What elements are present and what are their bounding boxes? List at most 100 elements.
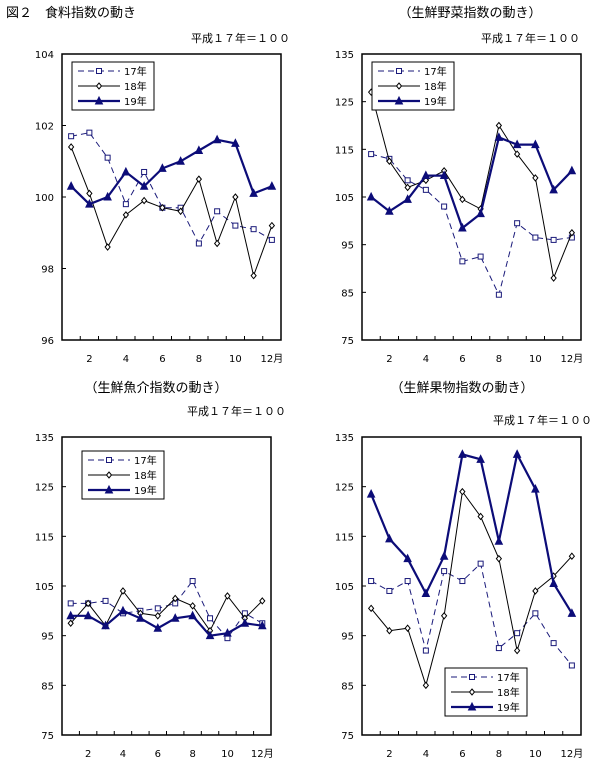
data-point xyxy=(440,612,448,620)
data-point xyxy=(494,536,504,545)
base-note: 平成１７年＝１００ xyxy=(481,31,580,45)
data-point xyxy=(421,588,431,597)
data-point xyxy=(249,188,258,197)
x-tick-label: 12月 xyxy=(251,748,274,760)
data-point xyxy=(177,207,184,216)
data-point xyxy=(495,291,502,298)
x-tick-label: 10 xyxy=(221,749,234,760)
data-point xyxy=(514,630,521,637)
data-point xyxy=(268,236,275,243)
y-tick-label: 95 xyxy=(341,632,354,643)
legend-marker xyxy=(468,688,476,696)
data-point xyxy=(550,236,557,243)
x-tick-label: 6 xyxy=(459,354,465,365)
series-line-17年 xyxy=(370,562,573,666)
data-point xyxy=(189,602,196,610)
data-point xyxy=(386,626,393,635)
x-tick-label: 12月 xyxy=(561,353,584,365)
data-point xyxy=(250,271,257,280)
data-point xyxy=(568,552,576,560)
data-point xyxy=(477,253,484,260)
legend-label: 19年 xyxy=(497,701,520,714)
data-point xyxy=(189,578,196,585)
y-tick-label: 125 xyxy=(35,483,54,494)
y-tick-label: 105 xyxy=(335,193,354,204)
data-point xyxy=(567,608,577,617)
data-point xyxy=(439,551,449,560)
series-line-19年 xyxy=(70,609,263,637)
y-tick-label: 105 xyxy=(335,582,354,593)
data-point xyxy=(118,605,128,615)
data-point xyxy=(224,592,231,600)
data-point xyxy=(422,186,429,193)
data-point xyxy=(141,168,148,175)
data-point xyxy=(67,143,75,151)
y-tick-label: 135 xyxy=(335,50,354,61)
y-tick-label: 96 xyxy=(41,336,54,347)
chart-1: 96 98 100 102 104 2 4 6 8 10 12月 17年 18年 19年 平成１７年＝１００ xyxy=(35,31,290,365)
legend: 17年 18年 19年 xyxy=(444,667,528,717)
data-point xyxy=(476,454,485,463)
legend-marker xyxy=(395,82,403,90)
legend-label: 18年 xyxy=(124,80,147,93)
data-point xyxy=(512,449,522,458)
data-point xyxy=(495,121,503,130)
y-tick-label: 125 xyxy=(335,98,354,109)
data-point xyxy=(158,163,167,172)
data-point xyxy=(67,600,74,607)
series-line-18年 xyxy=(70,590,263,632)
y-tick-label: 85 xyxy=(41,681,54,692)
data-point xyxy=(513,150,521,158)
legend-label: 19年 xyxy=(424,95,447,108)
data-point xyxy=(404,177,411,184)
data-point xyxy=(232,222,239,229)
data-point xyxy=(159,203,166,212)
data-point xyxy=(385,533,394,543)
data-point xyxy=(495,645,502,652)
data-point xyxy=(195,175,203,183)
data-point xyxy=(549,184,558,194)
legend-label: 18年 xyxy=(134,469,157,482)
data-point xyxy=(86,129,93,136)
data-point xyxy=(441,203,448,210)
y-tick-label: 85 xyxy=(341,681,354,692)
data-point xyxy=(84,599,92,608)
data-point xyxy=(441,568,448,575)
y-tick-label: 105 xyxy=(35,582,54,593)
x-tick-label: 6 xyxy=(155,749,161,760)
x-tick-label: 8 xyxy=(496,354,502,365)
data-point xyxy=(68,133,75,140)
data-point xyxy=(422,647,429,654)
y-tick-label: 95 xyxy=(41,632,54,643)
data-point xyxy=(550,640,557,647)
x-tick-label: 10 xyxy=(529,354,542,365)
series-line-18年 xyxy=(70,146,273,278)
data-point xyxy=(153,623,163,632)
data-point xyxy=(122,211,130,219)
data-point xyxy=(568,662,575,669)
data-point xyxy=(119,587,127,595)
legend-label: 19年 xyxy=(134,484,157,497)
data-point xyxy=(66,610,76,620)
x-tick-label: 12月 xyxy=(561,748,584,760)
legend-label: 17年 xyxy=(497,671,520,684)
x-tick-label: 8 xyxy=(196,354,202,365)
legend-label: 18年 xyxy=(497,686,520,699)
x-tick-label: 6 xyxy=(159,354,165,365)
y-tick-label: 115 xyxy=(335,145,354,156)
data-point xyxy=(103,191,112,201)
data-point xyxy=(85,199,94,208)
data-point xyxy=(136,613,145,622)
data-point xyxy=(421,170,431,180)
x-tick-label: 4 xyxy=(423,749,429,760)
data-point xyxy=(368,151,375,158)
y-tick-label: 100 xyxy=(35,193,54,204)
series-line-17年 xyxy=(71,132,273,245)
y-tick-label: 85 xyxy=(341,288,354,299)
legend-marker xyxy=(95,82,103,90)
x-tick-label: 4 xyxy=(123,354,129,365)
data-point xyxy=(214,208,221,215)
chart-3: 75 85 95 105 115 125 135 2 4 6 8 10 12月 17年 18年 19年 （生鮮魚… xyxy=(35,381,286,760)
base-note: 平成１７年＝１００ xyxy=(191,31,290,45)
